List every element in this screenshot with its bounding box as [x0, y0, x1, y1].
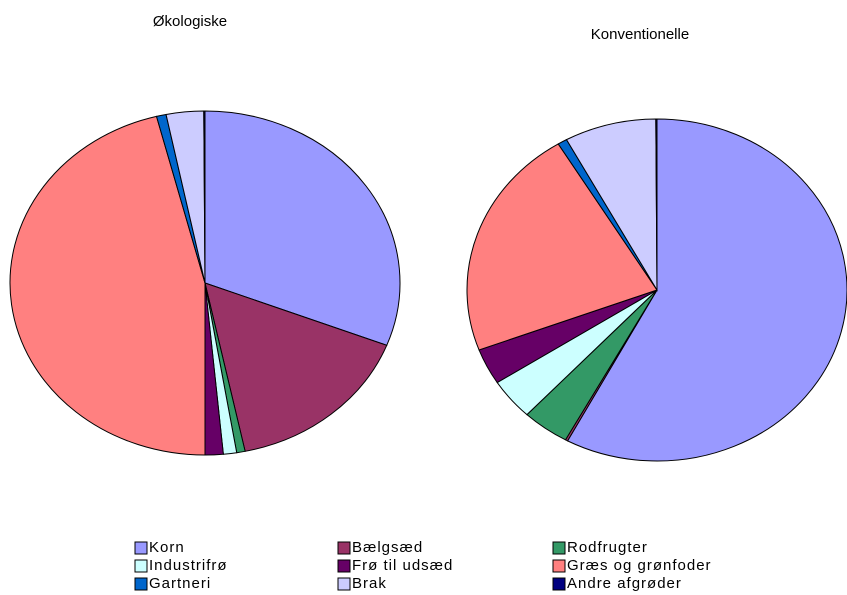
legend-swatch	[134, 541, 148, 555]
pie-slice	[466, 143, 658, 351]
legend-swatch	[337, 541, 351, 555]
legend-label: Frø til udsæd	[352, 557, 453, 574]
legend-swatch	[134, 559, 148, 573]
legend-swatch	[337, 577, 351, 591]
legend-label: Industrifrø	[149, 557, 228, 574]
chart-title: Konventionelle	[591, 26, 689, 43]
legend-label: Korn	[149, 539, 185, 556]
legend-label: Andre afgrøder	[567, 575, 682, 592]
pie-slice	[565, 118, 658, 292]
legend-label: Brak	[352, 575, 387, 592]
legend-label: Græs og grønfoder	[567, 557, 712, 574]
pie-slice	[566, 118, 847, 462]
legend-label: Bælgsæd	[352, 539, 423, 556]
pie-slice	[204, 282, 388, 452]
pie-slice	[204, 110, 401, 346]
legend-label: Gartneri	[149, 575, 211, 592]
pie-slice	[203, 110, 206, 284]
legend-swatch	[337, 559, 351, 573]
legend-swatch	[552, 541, 566, 555]
legend-swatch	[134, 577, 148, 591]
chart-title: Økologiske	[153, 13, 227, 30]
pie-slice	[655, 118, 658, 291]
legend-swatch	[552, 577, 566, 591]
pie-slice	[9, 115, 206, 456]
legend-swatch	[552, 559, 566, 573]
legend-label: Rodfrugter	[567, 539, 648, 556]
